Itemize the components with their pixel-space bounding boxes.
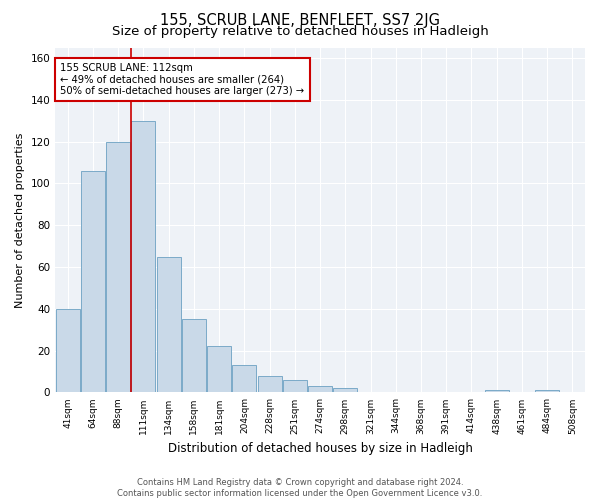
Bar: [283, 380, 307, 392]
Bar: [535, 390, 559, 392]
Bar: [207, 346, 231, 393]
Bar: [182, 320, 206, 392]
Bar: [81, 171, 105, 392]
Bar: [232, 366, 256, 392]
Text: Contains HM Land Registry data © Crown copyright and database right 2024.
Contai: Contains HM Land Registry data © Crown c…: [118, 478, 482, 498]
Bar: [308, 386, 332, 392]
Bar: [157, 256, 181, 392]
Text: 155, SCRUB LANE, BENFLEET, SS7 2JG: 155, SCRUB LANE, BENFLEET, SS7 2JG: [160, 12, 440, 28]
Bar: [257, 376, 281, 392]
Bar: [106, 142, 130, 392]
Bar: [131, 120, 155, 392]
Bar: [56, 309, 80, 392]
Bar: [485, 390, 509, 392]
Bar: [334, 388, 357, 392]
Text: Size of property relative to detached houses in Hadleigh: Size of property relative to detached ho…: [112, 25, 488, 38]
X-axis label: Distribution of detached houses by size in Hadleigh: Distribution of detached houses by size …: [167, 442, 473, 455]
Text: 155 SCRUB LANE: 112sqm
← 49% of detached houses are smaller (264)
50% of semi-de: 155 SCRUB LANE: 112sqm ← 49% of detached…: [61, 63, 305, 96]
Y-axis label: Number of detached properties: Number of detached properties: [15, 132, 25, 308]
